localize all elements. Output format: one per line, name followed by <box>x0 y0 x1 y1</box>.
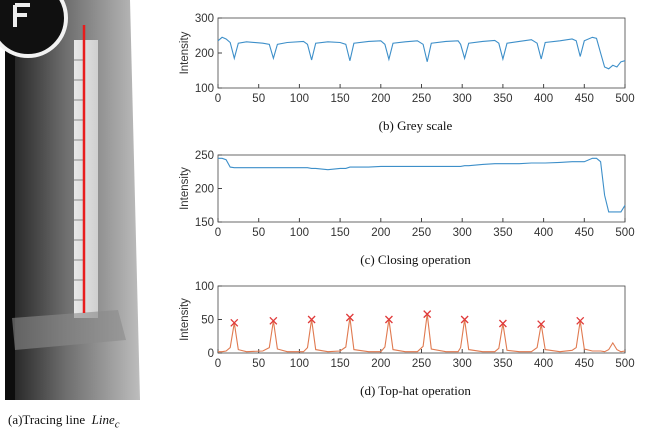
caption-symbol: Line <box>91 412 115 427</box>
plot-frame <box>217 17 626 89</box>
x-tick-label: 300 <box>453 227 472 239</box>
x-tick-label: 150 <box>331 358 350 370</box>
x-tick-label: 250 <box>412 358 431 370</box>
y-tick-label: 50 <box>201 315 214 327</box>
x-tick-label: 150 <box>331 227 350 239</box>
y-tick-label: 0 <box>208 348 214 360</box>
y-tick-label: 100 <box>195 83 214 95</box>
chart-caption: (b) Grey scale <box>379 118 453 133</box>
x-tick-label: 50 <box>252 93 265 105</box>
x-tick-label: 500 <box>615 93 634 105</box>
x-tick-label: 100 <box>290 227 309 239</box>
y-axis-label: Intensity <box>179 31 191 74</box>
x-tick-label: 300 <box>453 93 472 105</box>
y-axis-label: Intensity <box>179 298 191 341</box>
peak-marker <box>307 315 316 324</box>
x-tick-label: 500 <box>615 358 634 370</box>
peak-marker <box>345 313 354 322</box>
x-tick-label: 450 <box>575 358 594 370</box>
x-tick-label: 450 <box>575 227 594 239</box>
peak-marker <box>460 315 469 324</box>
x-tick-label: 350 <box>493 358 512 370</box>
peak-marker <box>230 318 239 327</box>
x-tick-label: 200 <box>371 227 390 239</box>
photo <box>0 0 140 400</box>
y-tick-label: 100 <box>195 281 214 293</box>
chart-caption: (d) Top-hat operation <box>360 383 471 398</box>
peak-marker <box>537 320 546 329</box>
chart: 0 50 100 150 200 250 300 350 400 450 500 150 200 250 I… <box>179 150 635 267</box>
x-tick-label: 400 <box>534 358 553 370</box>
peak-marker <box>498 319 507 328</box>
x-tick-label: 50 <box>252 227 265 239</box>
x-tick-label: 200 <box>371 358 390 370</box>
plot-frame <box>217 285 626 354</box>
x-tick-label: 500 <box>615 227 634 239</box>
y-tick-label: 150 <box>195 217 214 229</box>
x-tick-label: 350 <box>493 93 512 105</box>
x-tick-label: 350 <box>493 227 512 239</box>
caption-subscript: c <box>114 418 120 431</box>
caption-a: (a)Tracing line Linec <box>8 412 120 431</box>
chart-caption: (c) Closing operation <box>360 252 471 267</box>
peak-marker <box>423 310 432 319</box>
line <box>218 314 626 353</box>
x-tick-label: 0 <box>215 358 221 370</box>
plot-frame <box>217 154 626 223</box>
y-tick-label: 300 <box>195 13 214 25</box>
caption-text: (a)Tracing line <box>8 412 86 427</box>
y-tick-label: 200 <box>195 48 214 60</box>
x-tick-label: 0 <box>215 93 221 105</box>
y-tick-label: 200 <box>195 184 214 196</box>
peak-marker <box>576 316 585 325</box>
peak-marker <box>269 316 278 325</box>
x-tick-label: 250 <box>412 93 431 105</box>
chart: 0 50 100 150 200 250 300 350 400 450 500 100 200 300 I… <box>179 13 635 133</box>
x-tick-label: 400 <box>534 93 553 105</box>
charts: 0 50 100 150 200 250 300 350 400 450 500100200300I… <box>179 13 635 398</box>
x-tick-label: 100 <box>290 358 309 370</box>
chart: 0 50 100 150 200 250 300 350 400 450 500 0 50 100 Inte… <box>179 281 635 398</box>
x-tick-label: 0 <box>215 227 221 239</box>
x-tick-label: 50 <box>252 358 265 370</box>
x-tick-label: 100 <box>290 93 309 105</box>
x-tick-label: 450 <box>575 93 594 105</box>
y-axis-label: Intensity <box>179 167 191 210</box>
line <box>218 157 626 213</box>
x-tick-label: 400 <box>534 227 553 239</box>
x-tick-label: 300 <box>453 358 472 370</box>
x-tick-label: 200 <box>371 93 390 105</box>
line <box>217 36 626 70</box>
y-tick-label: 250 <box>195 150 214 162</box>
x-tick-label: 150 <box>331 93 350 105</box>
peak-marker <box>384 315 393 324</box>
x-tick-label: 250 <box>412 227 431 239</box>
